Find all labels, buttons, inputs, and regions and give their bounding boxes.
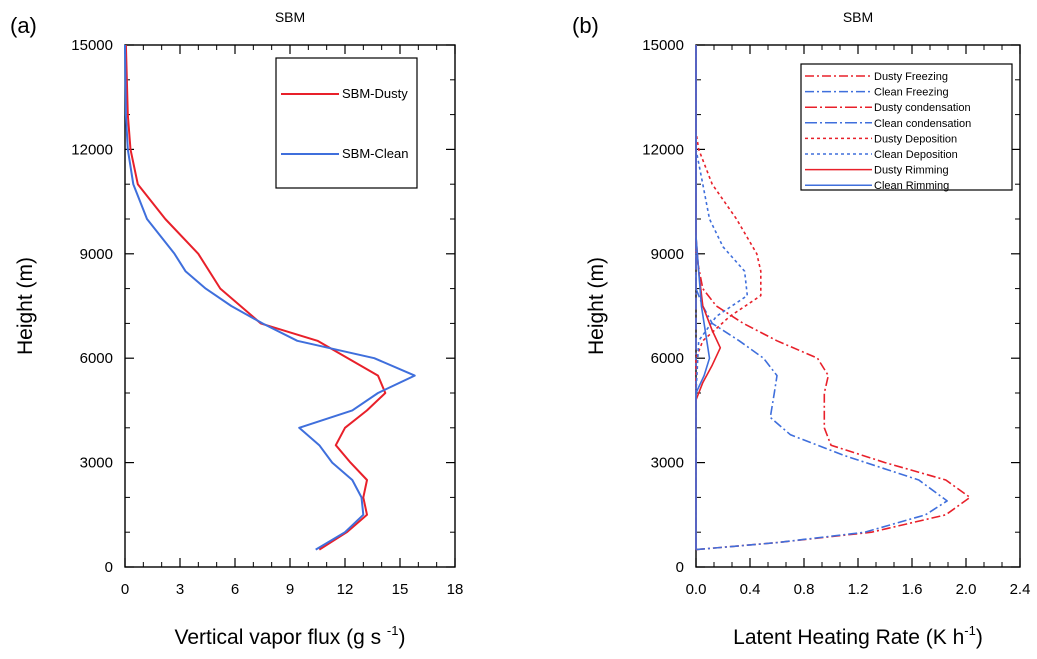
x-tick-label: 15 [392, 581, 409, 598]
x-tick-label: 2.4 [1010, 581, 1031, 598]
x-tick-label: 0.8 [794, 581, 815, 598]
x-tick-label: 18 [447, 581, 464, 598]
y-tick-label: 9000 [651, 246, 684, 263]
y-tick-label: 15000 [642, 37, 684, 54]
x-tick-label: 1.6 [902, 581, 923, 598]
y-axis-label: Height (m) [14, 257, 37, 355]
y-tick-label: 6000 [651, 350, 684, 367]
x-tick-label: 12 [337, 581, 354, 598]
y-tick-label: 6000 [80, 350, 113, 367]
legend-label: Dusty Deposition [874, 133, 957, 145]
y-tick-label: 12000 [642, 141, 684, 158]
y-tick-label: 3000 [651, 455, 684, 472]
x-axis-label: Latent Heating Rate (K h-1) [733, 623, 983, 649]
x-tick-label: 0.4 [740, 581, 761, 598]
x-axis-label: Vertical vapor flux (g s -1) [175, 623, 406, 649]
series-line-5 [695, 45, 749, 394]
series-line-0 [124, 44, 387, 551]
series-line-7 [695, 45, 711, 550]
y-tick-label: 15000 [71, 37, 113, 54]
legend-label: SBM-Dusty [342, 86, 408, 101]
legend-label: Dusty Rimming [874, 165, 949, 177]
series-line-1 [124, 44, 416, 551]
panel-label: (b) [572, 13, 599, 38]
legend-label: Clean Rimming [874, 180, 949, 192]
series-line-1 [695, 45, 948, 551]
y-tick-label: 0 [676, 559, 684, 576]
x-tick-label: 2.0 [956, 581, 977, 598]
chart-title: SBM [843, 9, 873, 25]
legend-label: Dusty Freezing [874, 71, 948, 83]
y-tick-label: 9000 [80, 246, 113, 263]
legend-label: Dusty condensation [874, 102, 971, 114]
x-tick-label: 0 [121, 581, 129, 598]
legend-label: Clean Freezing [874, 87, 949, 99]
series-line-4 [695, 45, 762, 393]
panel-b: (b) SBM 0.0 0.4 0.8 1.2 1.6 2.0 2.4 0 3000 6000 9000… [572, 9, 1030, 649]
x-tick-label: 3 [176, 581, 184, 598]
legend-label: Clean Deposition [874, 149, 958, 161]
y-tick-label: 3000 [80, 455, 113, 472]
x-tick-label: 6 [231, 581, 239, 598]
x-tick-label: 9 [286, 581, 294, 598]
legend-box [275, 57, 418, 189]
legend-label: Clean condensation [874, 118, 971, 130]
y-tick-label: 12000 [71, 141, 113, 158]
x-tick-label: 1.2 [848, 581, 869, 598]
chart-title: SBM [275, 9, 305, 25]
panel-a: (a) SBM 0 3 6 9 12 15 18 0 3000 6000 9000 12000 15000 V… [10, 9, 463, 649]
y-tick-label: 0 [105, 559, 113, 576]
panel-label: (a) [10, 13, 37, 38]
legend-label: SBM-Clean [342, 146, 408, 161]
x-tick-label: 0.0 [686, 581, 707, 598]
series-line-6 [695, 45, 722, 550]
y-axis-label: Height (m) [585, 257, 608, 355]
